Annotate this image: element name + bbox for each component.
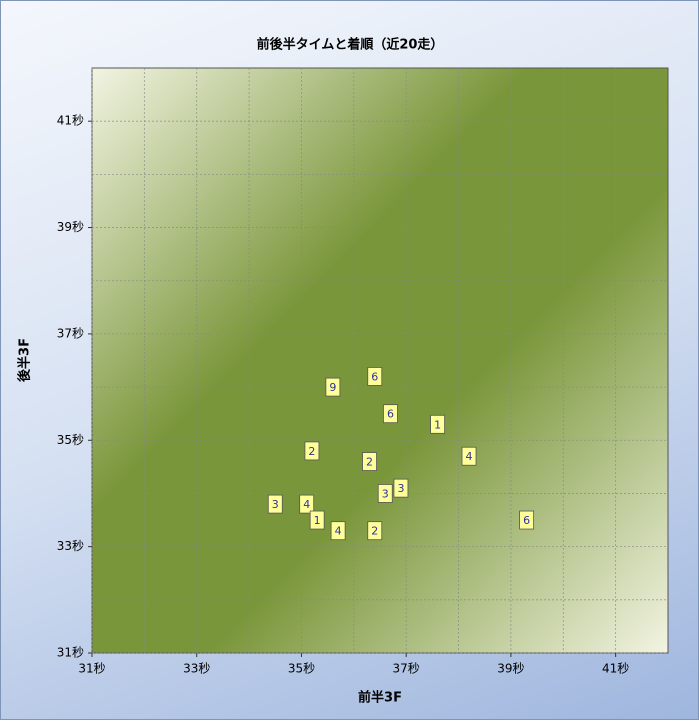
point-label: 6	[523, 514, 530, 527]
point	[461, 446, 477, 466]
x-tick-label: 33秒	[183, 662, 210, 676]
x-tick-label: 37秒	[393, 662, 420, 676]
point	[383, 404, 398, 424]
point	[393, 478, 409, 498]
chart-title: 前後半タイムと着順（近20走）	[257, 37, 444, 53]
y-tick-label: 41秒	[57, 114, 84, 128]
y-tick-label: 33秒	[57, 539, 84, 553]
point-label: 3	[272, 498, 279, 511]
point-label: 1	[314, 514, 321, 527]
point-label: 6	[387, 408, 394, 421]
x-tick-label: 41秒	[602, 662, 629, 676]
point-label: 3	[382, 487, 389, 500]
point-label: 3	[397, 482, 404, 495]
y-tick-label: 39秒	[57, 220, 84, 234]
point-label: 2	[371, 525, 378, 538]
y-tick-label: 35秒	[57, 433, 84, 447]
point	[309, 510, 325, 530]
point	[304, 441, 320, 461]
x-tick-label: 35秒	[288, 662, 315, 676]
point-label: 4	[303, 498, 310, 511]
point-label: 2	[366, 456, 373, 469]
point	[367, 367, 383, 386]
point-label: 2	[308, 445, 315, 458]
point	[299, 494, 315, 514]
y-tick-label: 37秒	[57, 326, 84, 340]
x-tick-label: 31秒	[78, 662, 105, 676]
x-tick-label: 39秒	[497, 662, 524, 676]
point-label: 4	[335, 525, 342, 538]
point	[267, 494, 283, 514]
plot-area	[91, 67, 669, 654]
point	[430, 414, 446, 434]
point-label: 6	[371, 370, 378, 383]
point	[325, 377, 341, 397]
point-label: 9	[329, 381, 336, 394]
point-label: 4	[466, 450, 473, 463]
y-axis-title: 後半3F	[17, 338, 33, 382]
point	[367, 521, 383, 541]
x-axis-title: 前半3F	[358, 690, 402, 706]
point	[519, 510, 535, 530]
y-tick-label: 31秒	[57, 646, 84, 660]
point	[377, 484, 393, 503]
point	[330, 521, 346, 541]
point-label: 1	[434, 418, 441, 431]
point	[362, 452, 377, 471]
